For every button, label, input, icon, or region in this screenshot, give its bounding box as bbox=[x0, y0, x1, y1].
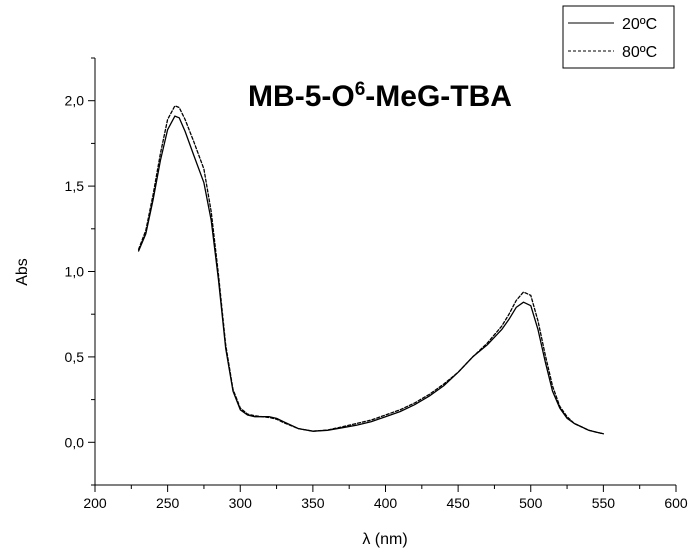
legend-label-20c: 20ºC bbox=[622, 16, 657, 33]
x-tick-label-200: 200 bbox=[83, 495, 107, 511]
x-tick-label-600: 600 bbox=[664, 495, 688, 511]
x-tick-label-350: 350 bbox=[301, 495, 325, 511]
y-tick-label-1.5: 1,5 bbox=[65, 178, 85, 194]
y-tick-label-2: 2,0 bbox=[65, 93, 85, 109]
y-tick-label-0: 0,0 bbox=[65, 434, 85, 450]
series-line-80c bbox=[137, 105, 605, 435]
chart-title: MB-5-O6-MeG-TBA bbox=[248, 79, 512, 113]
x-tick-label-250: 250 bbox=[156, 495, 180, 511]
x-axis-ticks: 200 250 300 350 400 450 500 550 600 bbox=[83, 485, 688, 511]
y-axis-ticks: 0,0 0,5 1,0 1,5 2,0 bbox=[65, 57, 95, 486]
x-axis-title: λ (nm) bbox=[362, 531, 407, 548]
x-tick-label-500: 500 bbox=[519, 495, 543, 511]
x-tick-label-300: 300 bbox=[229, 495, 253, 511]
y-axis-title: Abs bbox=[14, 258, 31, 286]
chart-title-main: MB-5-O bbox=[248, 80, 355, 113]
chart-title-superscript: 6 bbox=[355, 79, 366, 100]
legend: 20ºC 80ºC bbox=[562, 5, 675, 69]
x-tick-label-450: 450 bbox=[446, 495, 470, 511]
series-layer bbox=[137, 105, 605, 435]
y-tick-label-1: 1,0 bbox=[65, 264, 85, 280]
legend-box bbox=[562, 5, 675, 69]
x-tick-label-400: 400 bbox=[374, 495, 398, 511]
chart-title-rest: -MeG-TBA bbox=[365, 80, 512, 113]
x-tick-label-550: 550 bbox=[592, 495, 616, 511]
legend-label-80c: 80ºC bbox=[622, 44, 657, 61]
series-line-20c bbox=[137, 115, 605, 435]
y-tick-label-0.5: 0,5 bbox=[65, 349, 85, 365]
plot-area bbox=[94, 58, 676, 486]
